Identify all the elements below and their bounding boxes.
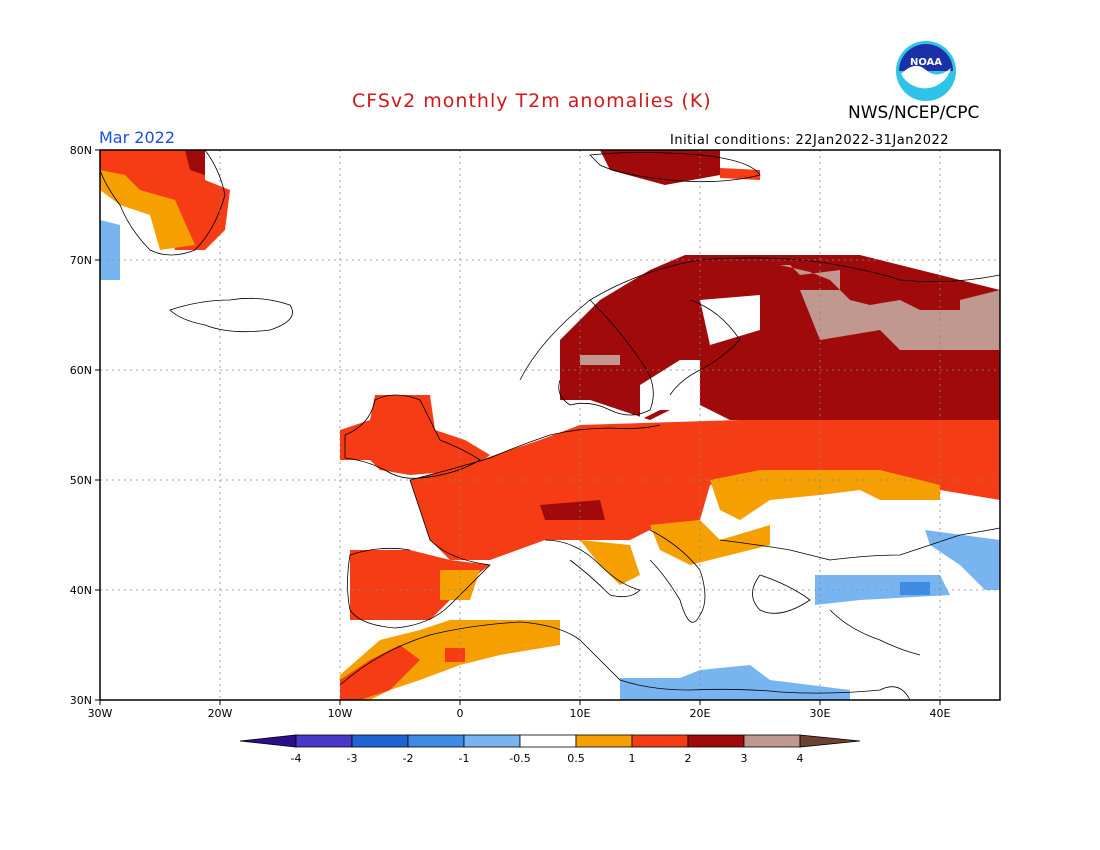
anomaly-fills bbox=[100, 150, 1000, 700]
colorbar-label-m05: -0.5 bbox=[509, 752, 530, 765]
lat-label-60n: 60N bbox=[70, 364, 92, 377]
lon-label-40e: 40E bbox=[930, 707, 951, 720]
colorbar-swatch-9 bbox=[743, 734, 801, 748]
colorbar-swatch-1 bbox=[295, 734, 353, 748]
noaa-logo-icon: NOAA bbox=[896, 41, 956, 101]
colorbar-swatch-7 bbox=[631, 734, 689, 748]
forecast-month: Mar 2022 bbox=[99, 128, 175, 147]
coastlines bbox=[99, 149, 1001, 701]
colorbar-label-m2: -2 bbox=[403, 752, 414, 765]
initial-conditions: Initial conditions: 22Jan2022-31Jan2022 bbox=[670, 133, 950, 148]
colorbar-swatch-4 bbox=[463, 734, 521, 748]
lat-label-40n: 40N bbox=[70, 584, 92, 597]
lat-label-30n: 30N bbox=[70, 694, 92, 707]
svg-text:NOAA: NOAA bbox=[910, 57, 942, 68]
graticule bbox=[100, 150, 1000, 700]
lon-label-30e: 30E bbox=[810, 707, 831, 720]
colorbar-swatch-0 bbox=[239, 734, 297, 748]
map-title: CFSv2 monthly T2m anomalies (K) bbox=[352, 90, 712, 112]
lon-label-20w: 20W bbox=[208, 707, 233, 720]
colorbar-label-m4: -4 bbox=[291, 752, 302, 765]
colorbar-label-m3: -3 bbox=[347, 752, 358, 765]
colorbar-label-2: 2 bbox=[685, 752, 692, 765]
organization-label: NWS/NCEP/CPC bbox=[848, 103, 980, 123]
lat-label-50n: 50N bbox=[70, 474, 92, 487]
colorbar-swatch-5 bbox=[519, 734, 577, 748]
colorbar-label-05: 0.5 bbox=[567, 752, 585, 765]
map-frame bbox=[99, 149, 1001, 701]
lon-label-10e: 10E bbox=[570, 707, 591, 720]
colorbar-swatch-2 bbox=[351, 734, 409, 748]
lon-label-0: 0 bbox=[457, 707, 464, 720]
lon-label-30w: 30W bbox=[88, 707, 113, 720]
lon-ticks bbox=[99, 700, 941, 705]
lon-label-10w: 10W bbox=[328, 707, 353, 720]
colorbar bbox=[239, 734, 861, 748]
colorbar-label-1: 1 bbox=[629, 752, 636, 765]
colorbar-swatch-10 bbox=[799, 734, 861, 748]
colorbar-label-3: 3 bbox=[741, 752, 748, 765]
lat-ticks bbox=[95, 149, 100, 701]
lat-label-70n: 70N bbox=[70, 254, 92, 267]
colorbar-label-4: 4 bbox=[797, 752, 804, 765]
colorbar-swatch-8 bbox=[687, 734, 745, 748]
colorbar-swatch-6 bbox=[575, 734, 633, 748]
colorbar-label-m1: -1 bbox=[459, 752, 470, 765]
lat-label-80n: 80N bbox=[70, 144, 92, 157]
lon-label-20e: 20E bbox=[690, 707, 711, 720]
colorbar-swatch-3 bbox=[407, 734, 465, 748]
